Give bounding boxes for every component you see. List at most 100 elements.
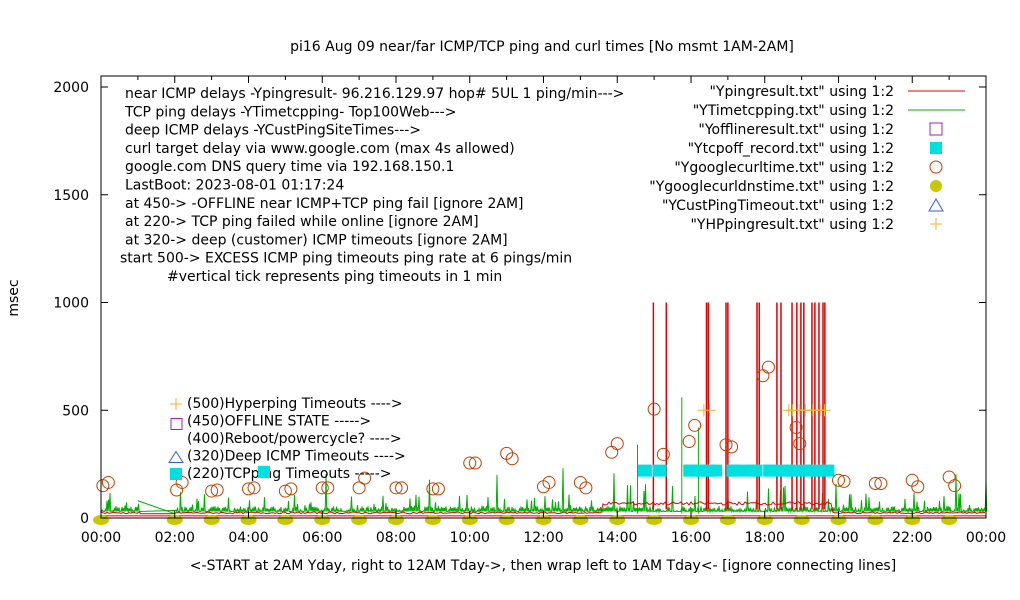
filled-square-icon [170,468,182,480]
x-tick-label: 22:00 [892,530,932,546]
curl-time-point [463,456,477,470]
curl-time-point [789,420,803,434]
tcp-off-marker [637,464,652,477]
tcp-off-bar [702,464,722,477]
y-tick-label: 2000 [53,80,89,96]
curl-time-point [352,481,366,495]
filled-square-icon [930,142,942,154]
dns-time-point [572,515,589,525]
x-axis-label: <-START at 2AM Yday, right to 12AM Tday-… [190,558,896,574]
dns-time-point [867,515,884,525]
legend: "Ypingresult.txt" using 1:2 "YTimetcpping… [649,84,965,233]
x-tick-label: 00:00 [966,530,1006,546]
curl-time-point [101,475,115,489]
curl-time-point [761,360,775,374]
triangle-icon [928,198,944,212]
annotation-line: curl target delay via www.google.com (ma… [125,141,515,157]
dns-time-point [277,515,294,525]
x-tick-label: 06:00 [302,530,342,546]
curl-time-point [278,484,292,498]
curl-time-point [579,481,593,495]
annotation-line: at 450-> -OFFLINE near ICMP+TCP ping fai… [125,196,524,212]
annotation-line: #vertical tick represents ping timeouts … [167,269,502,285]
dns-time-point [498,515,515,525]
y-tick-label: 0 [80,511,89,527]
key-label: (400)Reboot/powercycle? ----> [187,431,402,447]
curl-time-point [284,482,298,496]
curl-time-point [725,440,739,454]
x-tick-label: 16:00 [671,530,711,546]
y-tick-label: 1000 [53,296,89,312]
annotation-line: LastBoot: 2023-08-01 01:17:24 [125,178,344,194]
x-tick-label: 18:00 [745,530,785,546]
curl-time-point [358,471,372,485]
dns-time-point [351,515,368,525]
y-axis-label: msec [6,279,22,316]
key-label: (450)OFFLINE STATE -----> [187,414,371,430]
curl-time-point [468,456,482,470]
tcp-off-bar [763,464,835,477]
curl-time-point [389,481,403,495]
x-tick-label: 14:00 [597,530,637,546]
curl-time-point [948,479,962,493]
curl-time-point [656,447,670,461]
chart-title: pi16 Aug 09 near/far ICMP/TCP ping and c… [290,39,794,55]
legend-label: "Ypingresult.txt" using 1:2 [709,84,894,100]
key-labels: (500)Hyperping Timeouts ----> (450)OFFLIN… [168,396,406,482]
curl-time-point [205,484,219,498]
key-label: (500)Hyperping Timeouts ----> [187,396,403,412]
triangle-icon [168,450,184,463]
legend-label: "Ygooglecurldnstime.txt" using 1:2 [649,179,894,195]
annotations: near ICMP delays -Ypingresult- 96.216.12… [120,86,624,285]
curl-time-point [426,482,440,496]
open-circle-icon [929,160,943,174]
key-label: (220)TCPping Timeouts -----> [187,466,392,482]
filled-square-icon-2 [258,466,270,478]
legend-label: "YCustPingTimeout.txt" using 1:2 [662,198,894,214]
curl-time-point [682,434,696,448]
filled-circle-icon [930,180,942,192]
annotation-line: near ICMP delays -Ypingresult- 96.216.12… [125,86,624,102]
legend-label: "Ytcpoff_record.txt" using 1:2 [688,141,894,157]
legend-label: "Ygooglecurltime.txt" using 1:2 [674,160,894,176]
curl-time-point [688,418,702,432]
annotation-line: at 220-> TCP ping failed while online [i… [125,214,479,230]
y-tick-label: 500 [62,403,89,419]
tcp-gap-connector [137,500,175,515]
x-axis: 00:00 02:00 04:00 06:00 08:00 10:00 12:00 14:00… [81,76,1006,546]
key-label: (320)Deep ICMP Timeouts ----> [187,449,406,465]
curl-time-point [210,483,224,497]
dns-time-point [203,515,220,525]
curl-time-point [942,470,956,484]
x-tick-label: 04:00 [228,530,268,546]
annotation-line: google.com DNS query time via 192.168.15… [125,159,454,175]
curl-time-point [911,480,925,494]
curl-time-point [868,477,882,491]
curl-time-point [542,475,556,489]
curl-time-point [247,481,261,495]
dns-time-point [793,515,810,525]
curl-time-point [793,437,807,451]
curl-time-point [610,437,624,451]
curl-time-point [505,452,519,466]
x-tick-label: 20:00 [818,530,858,546]
legend-label: "Yofflineresult.txt" using 1:2 [698,122,894,138]
dns-time-point [719,515,736,525]
dns-time-point [424,515,441,525]
curl-time-point [837,474,851,488]
open-square-icon [170,418,183,430]
legend-label: "YTimetcpping.txt" using 1:2 [693,103,894,119]
y-axis: 0 500 1000 1500 2000 [53,80,986,527]
annotation-line: deep ICMP delays -YCustPingSiteTimes---> [125,123,421,139]
open-square-icon [929,122,943,136]
annotation-line: start 500-> EXCESS ICMP ping timeouts pi… [120,251,572,267]
curl-time-point [874,477,888,491]
curl-time-point [431,482,445,496]
legend-label: "YHPpingresult.txt" using 1:2 [690,217,894,233]
x-tick-label: 10:00 [450,530,490,546]
x-tick-label: 12:00 [523,530,563,546]
tcp-off-bar [726,464,763,477]
tcp-off-marker [652,464,667,477]
curl-time-point [315,481,329,495]
